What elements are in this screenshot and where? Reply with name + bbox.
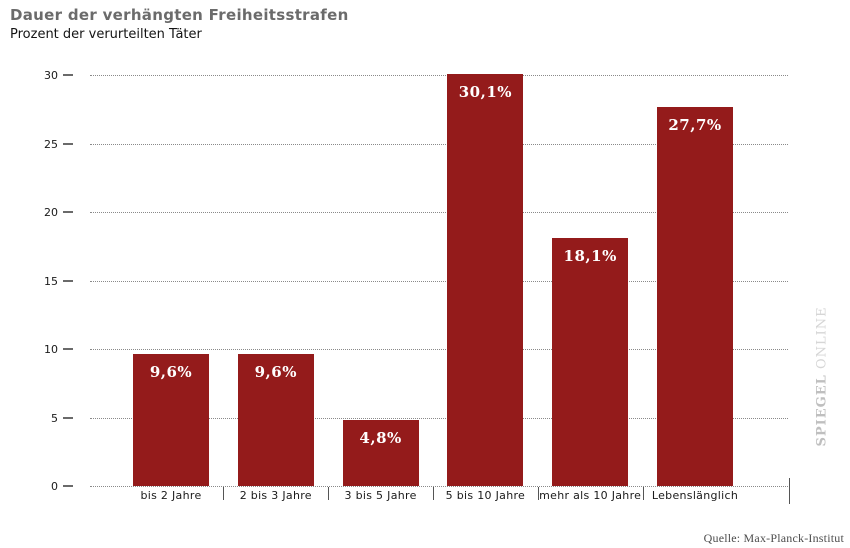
bar-value-label: 9,6% xyxy=(254,363,297,382)
bar-3 bis 5 Jahre: 4,8% xyxy=(342,420,419,486)
chart-title: Dauer der verhängten Freiheitsstrafen xyxy=(10,6,349,24)
bar-value-label: 9,6% xyxy=(149,363,193,382)
x-axis-separator-tick xyxy=(537,487,539,500)
y-axis-tick xyxy=(63,74,73,76)
source-credit: Quelle: Max-Planck-Institut xyxy=(703,531,844,545)
spiegel-online-watermark: SPIEGEL ONLINE xyxy=(814,306,830,447)
y-axis-tick-label: 15 xyxy=(44,274,58,288)
y-gridline xyxy=(90,75,788,76)
x-axis-category-label: bis 2 Jahre xyxy=(140,489,202,502)
y-gridline xyxy=(90,280,788,282)
y-axis-tick-label: 5 xyxy=(51,411,58,425)
watermark-online-text: ONLINE xyxy=(814,306,830,370)
x-axis-category-label: Lebenslänglich xyxy=(651,489,739,502)
x-axis-separator-tick xyxy=(433,487,434,500)
y-axis-tick xyxy=(63,211,73,213)
x-axis-right-edge-tick xyxy=(788,478,790,504)
bar-value-label: 30,1% xyxy=(458,82,513,101)
y-gridline xyxy=(90,486,788,487)
y-gridline xyxy=(90,349,788,350)
x-axis-separator-tick xyxy=(328,487,330,500)
bar-value-label: 4,8% xyxy=(359,429,402,448)
x-axis-separator-tick xyxy=(223,487,225,500)
y-gridline xyxy=(90,143,788,145)
y-axis-tick xyxy=(63,279,73,282)
y-gridline xyxy=(90,212,788,213)
watermark-spiegel-text: SPIEGEL xyxy=(814,374,830,447)
y-gridline xyxy=(90,417,788,419)
bar-value-label: 18,1% xyxy=(563,247,617,266)
x-axis-category-label: mehr als 10 Jahre xyxy=(539,489,642,502)
y-axis-tick-label: 0 xyxy=(51,480,58,493)
x-axis-category-label: 3 bis 5 Jahre xyxy=(344,489,417,502)
y-axis-tick xyxy=(63,142,73,145)
chart-subtitle: Prozent der verurteilten Täter xyxy=(10,27,202,42)
y-axis-tick-label: 25 xyxy=(44,137,58,151)
bar-2 bis 3 Jahre: 9,6% xyxy=(237,354,314,486)
y-axis-tick-label: 30 xyxy=(44,69,58,82)
bar-Lebenslänglich: 27,7% xyxy=(657,106,733,486)
y-axis-tick xyxy=(63,348,73,350)
bar-value-label: 27,7% xyxy=(668,115,722,134)
y-axis-tick xyxy=(63,416,73,419)
x-axis-separator-tick xyxy=(642,487,644,500)
y-axis-tick-label: 20 xyxy=(44,206,58,219)
y-axis-tick xyxy=(63,485,73,487)
bar-bis 2 Jahre: 9,6% xyxy=(133,354,209,486)
y-axis-tick-label: 10 xyxy=(44,343,58,356)
bar-mehr als 10 Jahre: 18,1% xyxy=(552,238,629,486)
x-axis-category-label: 5 bis 10 Jahre xyxy=(445,489,526,502)
bar-5 bis 10 Jahre: 30,1% xyxy=(447,73,524,486)
x-axis-category-label: 2 bis 3 Jahre xyxy=(239,489,312,502)
